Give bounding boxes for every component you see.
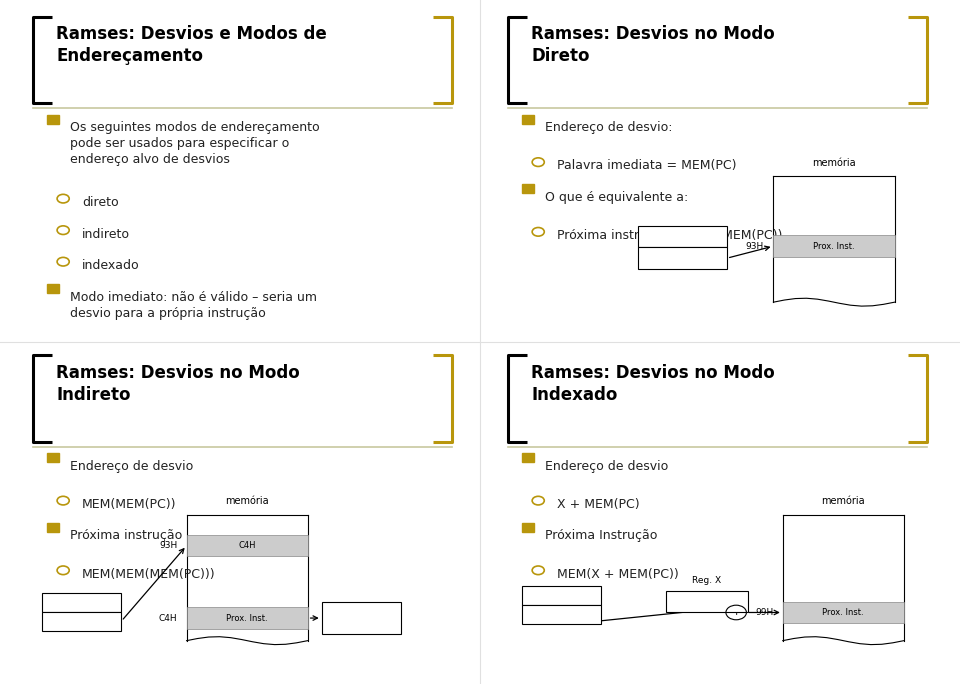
Text: Prox. Inst.: Prox. Inst. (823, 608, 864, 617)
Bar (47, 523, 60, 532)
Text: Endereço de desvio:: Endereço de desvio: (545, 121, 673, 134)
Bar (186, 535, 307, 556)
Text: Endereço de desvio: Endereço de desvio (545, 460, 668, 473)
Text: Prox. Inst.: Prox. Inst. (813, 241, 854, 250)
Bar (774, 235, 895, 257)
Text: Próxima Instrução: Próxima Instrução (545, 529, 658, 542)
Text: 93H: 93H (674, 254, 692, 263)
Text: 93H: 93H (746, 241, 764, 250)
Text: Modo imediato: não é válido – seria um
desvio para a própria instrução: Modo imediato: não é válido – seria um d… (70, 291, 317, 319)
Text: MEM(MEM(PC)): MEM(MEM(PC)) (82, 498, 177, 511)
Bar (522, 586, 601, 605)
Text: Ramses: Desvios no Modo
Indireto: Ramses: Desvios no Modo Indireto (57, 364, 300, 404)
Text: Endereço de desvio: Endereço de desvio (70, 460, 193, 473)
Text: Reg. X: Reg. X (692, 576, 722, 585)
Text: Próxima instrução = MEM(MEM(PC)): Próxima instrução = MEM(MEM(PC)) (557, 229, 782, 242)
Bar (47, 453, 60, 462)
Text: MEM(MEM(MEM(PC))): MEM(MEM(MEM(PC))) (82, 568, 215, 581)
Text: X + MEM(PC): X + MEM(PC) (557, 498, 639, 511)
Text: Ramses: Desvios e Modos de
Endereçamento: Ramses: Desvios e Modos de Endereçamento (57, 25, 327, 65)
Text: 99H: 99H (756, 608, 774, 617)
Bar (666, 591, 748, 612)
Text: Os seguintes modos de endereçamento
pode ser usados para especificar o
endereço : Os seguintes modos de endereçamento pode… (70, 121, 320, 166)
Text: direto: direto (82, 196, 118, 209)
Text: C4H: C4H (238, 541, 256, 550)
Bar (782, 602, 903, 623)
Text: O que é equivalente a:: O que é equivalente a: (545, 191, 688, 204)
Bar (47, 115, 60, 124)
Text: 93H: 93H (698, 597, 716, 606)
Text: 06H: 06H (552, 610, 570, 619)
Text: +: + (732, 607, 741, 618)
Bar (638, 226, 727, 248)
Bar (47, 284, 60, 293)
Text: Ramses: Desvios no Modo
Direto: Ramses: Desvios no Modo Direto (531, 25, 775, 65)
Text: Prox. Inst.: Prox. Inst. (227, 614, 268, 622)
Text: Desvio: Desvio (667, 232, 698, 241)
Text: Próxima instrução: Próxima instrução (70, 529, 182, 542)
Bar (522, 115, 535, 124)
Text: C4H: C4H (158, 614, 178, 622)
Bar (42, 592, 121, 611)
Bar (638, 248, 727, 269)
Bar (186, 607, 307, 629)
Text: Palavra imediata = MEM(PC): Palavra imediata = MEM(PC) (557, 159, 736, 172)
Text: Desvio: Desvio (546, 591, 577, 600)
Bar (522, 453, 535, 462)
Text: memória: memória (226, 497, 269, 506)
Bar (522, 185, 535, 194)
Bar (42, 611, 121, 631)
Text: 93H: 93H (73, 617, 91, 626)
Text: 93H: 93H (159, 541, 178, 550)
Text: indexado: indexado (82, 259, 139, 272)
Text: memória: memória (822, 497, 865, 506)
Text: Ramses: Desvios no Modo
Indexado: Ramses: Desvios no Modo Indexado (531, 364, 775, 404)
Text: Desvio: Desvio (66, 598, 97, 607)
Text: memória: memória (812, 158, 855, 168)
Text: indireto: indireto (82, 228, 130, 241)
Bar (322, 603, 401, 634)
Text: MEM(X + MEM(PC)): MEM(X + MEM(PC)) (557, 568, 679, 581)
Bar (522, 523, 535, 532)
Bar (522, 605, 601, 624)
